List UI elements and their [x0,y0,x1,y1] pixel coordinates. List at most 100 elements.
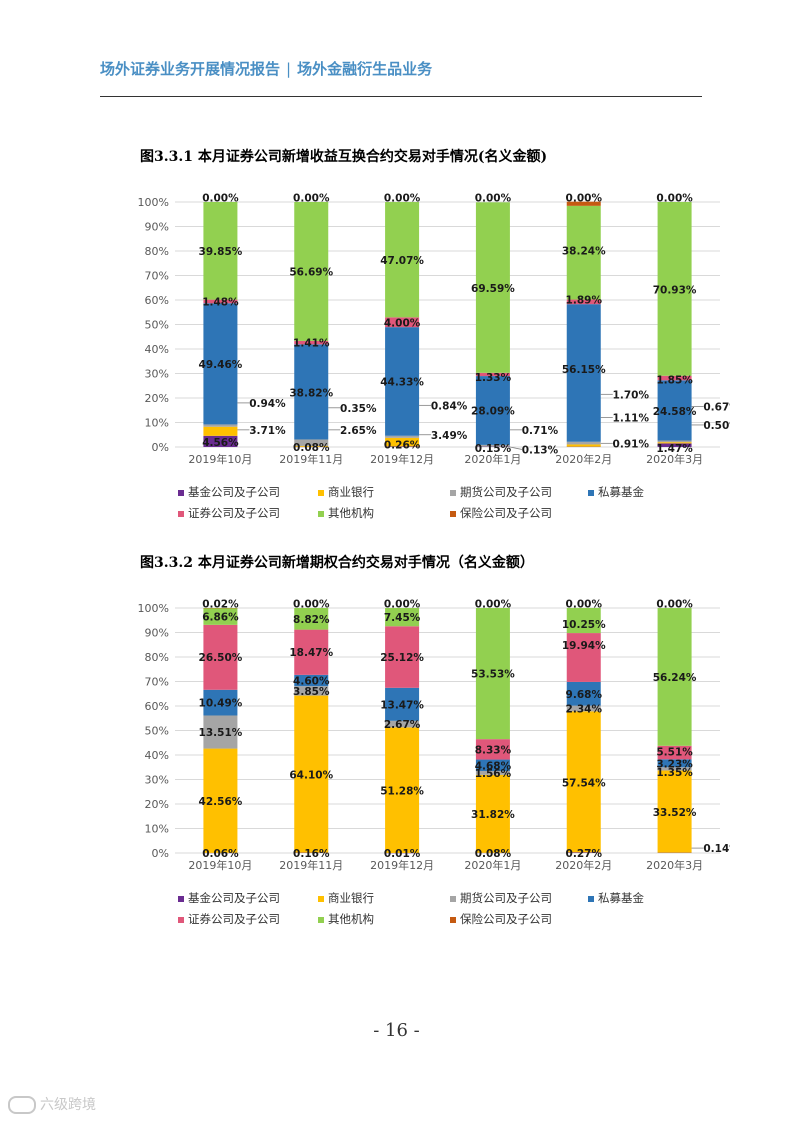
data-label: 0.00% [475,599,512,611]
data-label: 3.85% [293,686,330,698]
data-label: 56.69% [289,267,333,279]
bar-segment [203,624,238,690]
data-label: 0.01% [384,848,421,860]
figure-2-title: 图3.3.2 本月证券公司新增期权合约交易对手情况（名义金额） [140,555,534,571]
data-label: 1.48% [202,296,239,308]
bar-segment [385,435,420,438]
data-label: 1.89% [566,295,603,307]
data-label: 1.35% [656,767,693,779]
bar-segment [657,442,692,444]
data-label: 0.35% [340,403,377,415]
legend-item: 保险公司及子公司 [450,911,552,927]
y-tick-label: 10% [145,417,169,430]
data-label: 0.13% [522,444,559,456]
data-label: 1.41% [293,338,330,350]
header-left: 场外证券业务开展情况报告 [100,60,281,78]
data-label: 33.52% [653,807,697,819]
data-label: 1.47% [656,443,693,455]
label-leader-line [509,446,522,450]
data-label: 7.45% [384,612,421,624]
bar-segment [566,852,601,853]
data-label: 53.53% [471,669,515,681]
data-label: 4.00% [384,317,421,329]
legend-item: 期货公司及子公司 [450,484,552,500]
x-tick-label: 2019年11月 [279,452,343,466]
bar-segment [385,437,420,447]
x-tick-label: 2019年12月 [370,858,434,872]
x-tick-label: 2020年3月 [646,452,703,466]
legend-label: 期货公司及子公司 [460,485,552,499]
data-label: 0.00% [566,599,603,611]
x-tick-label: 2020年2月 [555,858,612,872]
data-label: 38.24% [562,245,606,257]
y-tick-label: 40% [145,749,169,762]
bar-segment [203,435,238,447]
bar-segment [294,439,329,446]
bar-segment [385,626,420,688]
bar-segment [475,202,510,373]
bar-segment [566,441,601,445]
y-tick-label: 50% [145,725,169,738]
bar-segment [657,380,692,441]
y-tick-label: 20% [145,392,169,405]
data-label: 0.00% [202,193,239,205]
page-number: - 16 - [373,1020,420,1041]
legend-swatch [318,916,324,923]
data-label: 8.82% [293,614,330,626]
data-label: 1.56% [475,768,512,780]
y-tick-label: 60% [145,294,169,307]
data-label: 24.58% [653,406,697,418]
bar-segment [657,770,692,853]
bar-segment [294,202,329,341]
data-label: 26.50% [199,652,243,664]
report-header: 场外证券业务开展情况报告 | 场外金融衍生品业务 [100,58,432,79]
legend-label: 基金公司及子公司 [188,485,280,499]
legend-swatch [450,489,456,496]
data-label: 56.15% [562,364,606,376]
legend-label: 期货公司及子公司 [460,891,552,905]
bar-segment [657,759,692,768]
bar-segment [566,304,601,442]
data-label: 8.33% [475,744,512,756]
y-tick-label: 30% [145,774,169,787]
data-label: 44.33% [380,376,424,388]
data-label: 1.33% [475,372,512,384]
y-tick-label: 80% [145,651,169,664]
x-tick-label: 2020年1月 [464,858,521,872]
bar-segment [294,340,329,345]
watermark: 六级跨境 [8,1094,96,1114]
data-label: 10.49% [199,698,243,710]
bar-segment [203,299,238,304]
bar-segment [475,759,510,772]
data-label: 0.00% [475,193,512,205]
legend-label: 保险公司及子公司 [460,912,552,926]
bar-segment [203,424,238,427]
legend-swatch [588,489,594,496]
bar-segment [566,201,601,206]
bar-segment [657,608,692,746]
bar-segment [475,376,510,445]
bar-segment [203,426,238,436]
data-label: 1.70% [613,389,650,401]
data-label: 49.46% [199,359,243,371]
data-label: 4.56% [202,437,239,449]
legend-swatch [318,510,324,517]
data-label: 4.60% [293,675,330,687]
data-label: 0.84% [431,400,468,412]
data-label: 2.65% [340,425,377,437]
x-tick-label: 2019年10月 [188,452,252,466]
data-label: 13.47% [380,699,424,711]
data-label: 0.27% [566,848,603,860]
bar-segment [294,674,329,687]
bar-segment [385,202,420,318]
legend-label: 证券公司及子公司 [188,506,280,520]
chart-2: 0% 10% 20% 30% 40% 50% 60% 70% 80% 90% 100% 2019年10… [138,599,730,872]
data-label: 0.00% [566,193,603,205]
legend-item: 基金公司及子公司 [178,890,280,906]
legend-swatch [178,916,184,923]
bar-segment [566,711,601,853]
legend-swatch [178,510,184,517]
legend-item: 基金公司及子公司 [178,484,280,500]
y-tick-label: 30% [145,368,169,381]
y-tick-label: 50% [145,319,169,332]
